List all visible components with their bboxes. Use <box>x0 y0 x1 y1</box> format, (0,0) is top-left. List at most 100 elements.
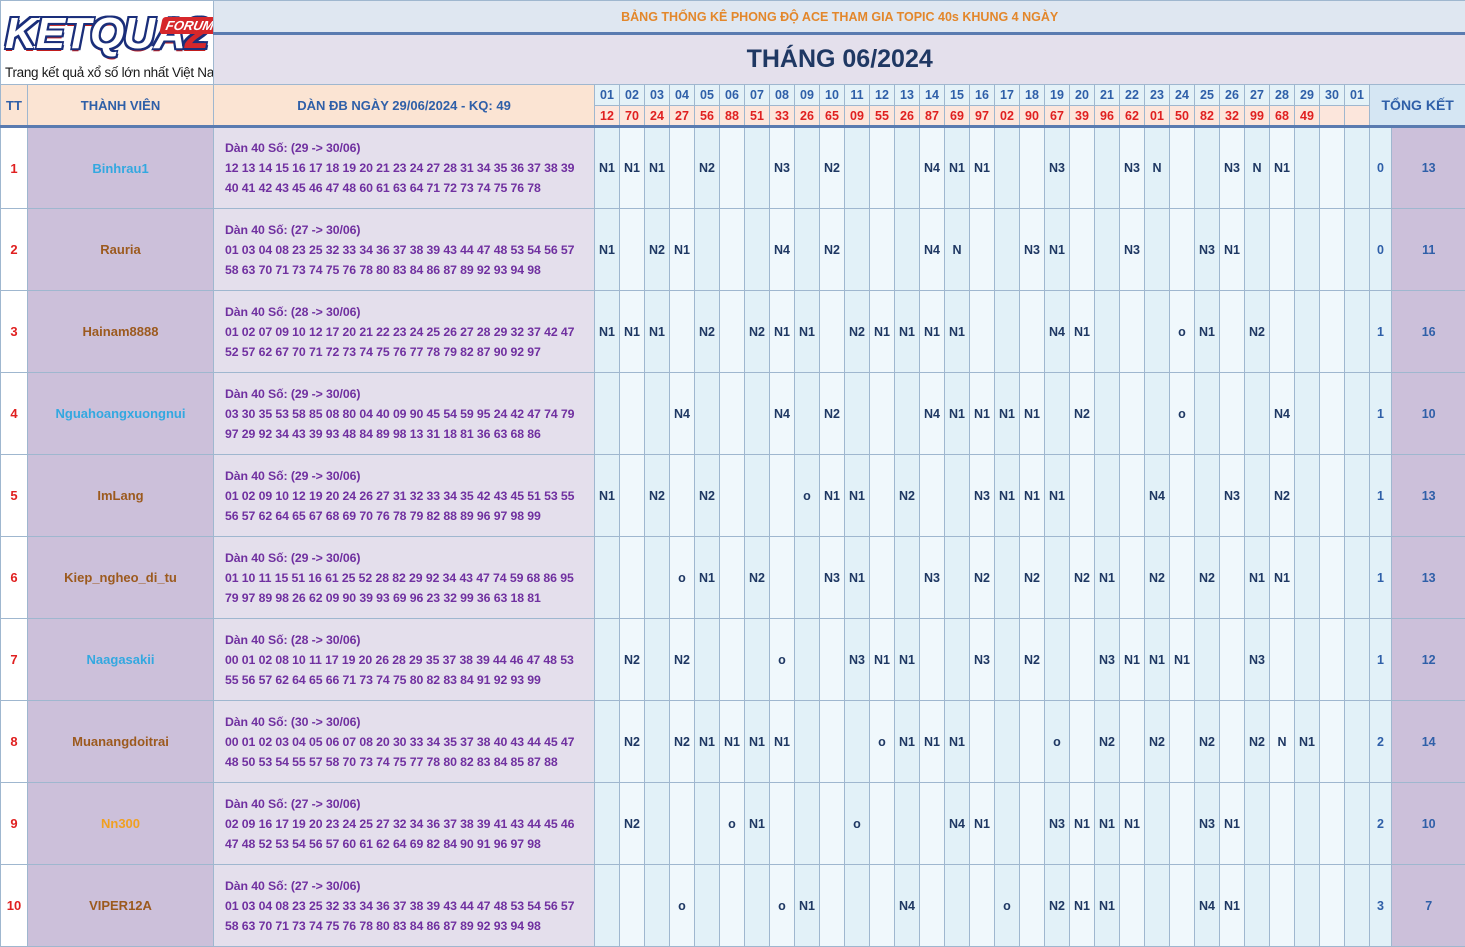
day-cell <box>1320 619 1345 701</box>
day-cell: N1 <box>670 209 695 291</box>
member-name[interactable]: Nn300 <box>28 783 214 865</box>
day-cell: N1 <box>620 291 645 373</box>
day-cell: N1 <box>695 537 720 619</box>
day-cell <box>795 783 820 865</box>
day-cell: N2 <box>895 455 920 537</box>
day-cell: o <box>795 455 820 537</box>
dan-line: 40 41 42 43 45 46 47 48 60 61 63 64 71 7… <box>225 178 594 198</box>
day-cell <box>720 619 745 701</box>
result-number: 02 <box>995 106 1020 127</box>
day-cell <box>1145 291 1170 373</box>
day-cell: N1 <box>1220 865 1245 947</box>
dan-line: Dàn 40 Số: (27 -> 30/06) <box>225 220 594 240</box>
day-cell: N3 <box>1120 209 1145 291</box>
day-header: 22 <box>1120 85 1145 106</box>
day-cell <box>1295 209 1320 291</box>
total-left: 2 <box>1370 783 1392 865</box>
member-name[interactable]: ImLang <box>28 455 214 537</box>
result-number: 01 <box>1145 106 1170 127</box>
dan-numbers: Dàn 40 Số: (29 -> 30/06)12 13 14 15 16 1… <box>214 127 595 209</box>
day-cell: N1 <box>1220 783 1245 865</box>
day-cell: N1 <box>995 455 1020 537</box>
day-cell: N4 <box>920 127 945 209</box>
result-number: 55 <box>870 106 895 127</box>
member-name[interactable]: Naagasakii <box>28 619 214 701</box>
day-cell: o <box>1170 373 1195 455</box>
day-cell <box>795 127 820 209</box>
result-number <box>1345 106 1370 127</box>
day-cell <box>1120 373 1145 455</box>
day-cell: N1 <box>1095 537 1120 619</box>
day-cell <box>1320 373 1345 455</box>
day-cell: N3 <box>1220 455 1245 537</box>
day-cell <box>1020 865 1045 947</box>
day-cell: N3 <box>1195 783 1220 865</box>
day-cell: N1 <box>1295 701 1320 783</box>
member-name[interactable]: Rauria <box>28 209 214 291</box>
row-index: 7 <box>1 619 28 701</box>
day-cell <box>1195 619 1220 701</box>
day-cell: N <box>1245 127 1270 209</box>
day-header: 30 <box>1320 85 1345 106</box>
dan-line: 01 03 04 08 23 25 32 33 34 36 37 38 39 4… <box>225 240 594 260</box>
day-cell <box>1145 783 1170 865</box>
day-cell: N4 <box>770 209 795 291</box>
day-cell <box>1070 701 1095 783</box>
day-cell: N3 <box>1120 127 1145 209</box>
day-cell <box>1170 127 1195 209</box>
day-cell <box>1320 291 1345 373</box>
day-cell <box>1320 537 1345 619</box>
day-cell: o <box>670 537 695 619</box>
day-header: 09 <box>795 85 820 106</box>
member-name[interactable]: Kiep_ngheo_di_tu <box>28 537 214 619</box>
dan-numbers: Dàn 40 Số: (28 -> 30/06)00 01 02 08 10 1… <box>214 619 595 701</box>
day-cell <box>1070 209 1095 291</box>
day-cell: o <box>1045 701 1070 783</box>
total-left: 3 <box>1370 865 1392 947</box>
site-logo[interactable]: KETQUA2 FORUM Trang kết quả xổ số lớn nh… <box>1 1 214 85</box>
dan-line: 01 03 04 08 23 25 32 33 34 36 37 38 39 4… <box>225 896 594 916</box>
total-left: 1 <box>1370 291 1392 373</box>
row-index: 1 <box>1 127 28 209</box>
day-cell <box>920 865 945 947</box>
day-cell: N1 <box>1270 127 1295 209</box>
member-name[interactable]: VIPER12A <box>28 865 214 947</box>
day-cell <box>1345 865 1370 947</box>
member-name[interactable]: Hainam8888 <box>28 291 214 373</box>
total-left: 0 <box>1370 127 1392 209</box>
day-cell <box>1270 865 1295 947</box>
result-number: 32 <box>1220 106 1245 127</box>
day-cell: N1 <box>895 619 920 701</box>
day-cell <box>1020 701 1045 783</box>
day-cell <box>970 209 995 291</box>
day-cell <box>1045 373 1070 455</box>
day-cell: N1 <box>895 291 920 373</box>
day-cell: N1 <box>1220 209 1245 291</box>
day-cell: N2 <box>1145 537 1170 619</box>
day-cell: N2 <box>645 455 670 537</box>
member-name[interactable]: Nguahoangxuongnui <box>28 373 214 455</box>
day-cell <box>1245 865 1270 947</box>
row-index: 10 <box>1 865 28 947</box>
day-cell: N1 <box>595 209 620 291</box>
day-cell: N2 <box>745 291 770 373</box>
day-cell: N1 <box>1020 373 1045 455</box>
day-cell: N4 <box>770 373 795 455</box>
total-right: 11 <box>1392 209 1465 291</box>
day-cell <box>645 537 670 619</box>
day-cell: N1 <box>1170 619 1195 701</box>
day-cell <box>1220 373 1245 455</box>
day-cell <box>1195 373 1220 455</box>
member-name[interactable]: Muanangdoitrai <box>28 701 214 783</box>
day-cell <box>720 127 745 209</box>
day-cell: N2 <box>670 701 695 783</box>
result-number: 24 <box>645 106 670 127</box>
day-cell <box>895 127 920 209</box>
day-cell <box>970 701 995 783</box>
day-cell <box>895 537 920 619</box>
member-name[interactable]: Binhrau1 <box>28 127 214 209</box>
result-number: 50 <box>1170 106 1195 127</box>
